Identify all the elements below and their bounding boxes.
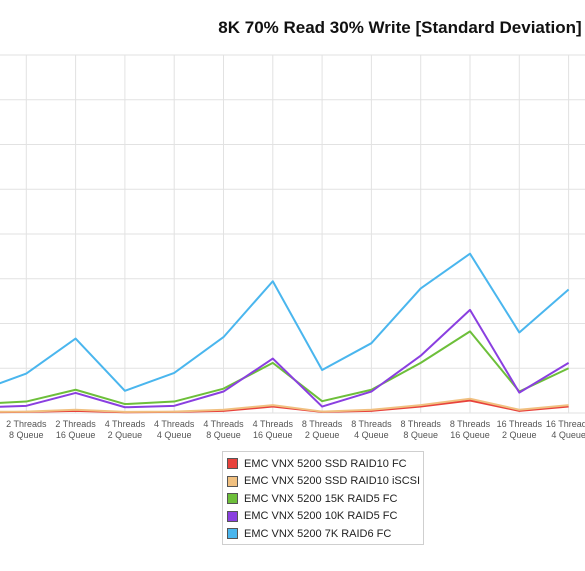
legend-swatch — [227, 475, 238, 487]
legend-item[interactable]: EMC VNX 5200 10K RAID5 FC — [227, 508, 423, 526]
legend-item[interactable]: EMC VNX 5200 15K RAID5 FC — [227, 490, 423, 508]
legend-swatch — [227, 528, 238, 540]
series-line — [0, 252, 570, 392]
legend-swatch — [227, 458, 238, 470]
series-lines — [0, 252, 570, 414]
legend-item[interactable]: EMC VNX 5200 SSD RAID10 FC — [227, 455, 423, 473]
chart-title: 8K 70% Read 30% Write [Standard Deviatio… — [218, 18, 582, 37]
legend-label: EMC VNX 5200 SSD RAID10 iSCSI — [244, 475, 421, 488]
legend-label: EMC VNX 5200 15K RAID5 FC — [244, 492, 398, 505]
legend-swatch — [227, 510, 238, 522]
series-line — [0, 399, 569, 414]
x-tick-label: 2 Threads 16 Queue — [55, 419, 96, 440]
legend-label: EMC VNX 5200 10K RAID5 FC — [244, 510, 398, 523]
x-tick-label: 8 Threads 2 Queue — [302, 419, 343, 440]
grid — [0, 54, 585, 414]
legend-item[interactable]: EMC VNX 5200 SSD RAID10 iSCSI — [227, 473, 423, 491]
legend-item[interactable]: EMC VNX 5200 7K RAID6 FC — [227, 525, 423, 543]
x-tick-label: 2 Threads 8 Queue — [6, 419, 47, 440]
x-tick-label: 4 Threads 2 Queue — [105, 419, 146, 440]
x-tick-label: 8 Threads 4 Queue — [351, 419, 392, 440]
legend-label: EMC VNX 5200 SSD RAID10 FC — [244, 457, 407, 470]
legend: EMC VNX 5200 SSD RAID10 FC EMC VNX 5200 S… — [222, 451, 424, 545]
x-tick-label: 16 Threads 2 Queue — [497, 419, 543, 440]
x-tick-label: 8 Threads 16 Queue — [450, 419, 491, 440]
x-tick-label: 4 Threads 16 Queue — [253, 419, 294, 440]
x-tick-label: 8 Threads 8 Queue — [401, 419, 442, 440]
legend-swatch — [227, 493, 238, 505]
series-line — [0, 330, 570, 406]
legend-label: EMC VNX 5200 7K RAID6 FC — [244, 527, 392, 540]
series-line — [0, 308, 570, 409]
series-line — [0, 397, 569, 413]
x-tick-label: 4 Threads 8 Queue — [203, 419, 244, 440]
x-tick-label: 4 Threads 4 Queue — [154, 419, 195, 440]
